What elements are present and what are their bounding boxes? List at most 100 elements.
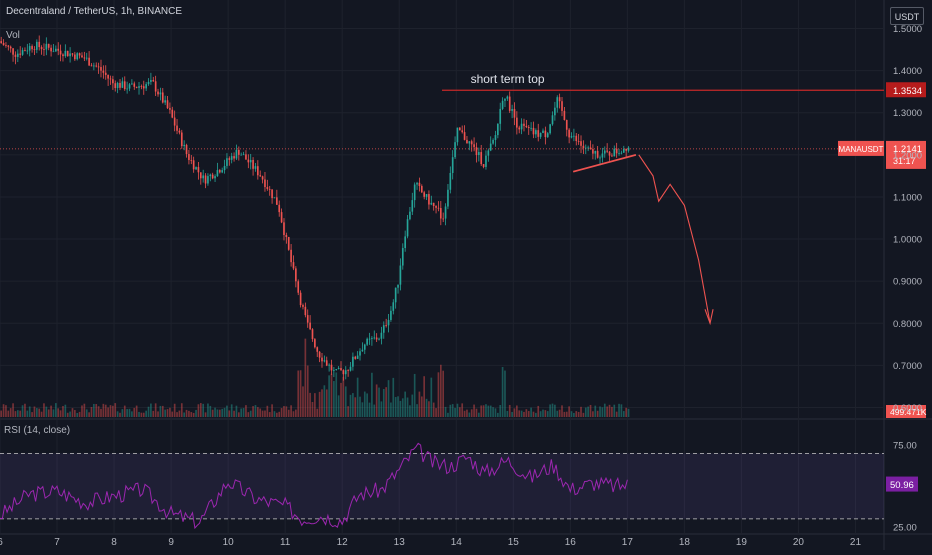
candle-body — [449, 172, 452, 190]
volume-bar — [584, 407, 587, 417]
volume-bar — [107, 407, 109, 417]
volume-bar — [501, 367, 504, 417]
volume-bar — [416, 404, 418, 417]
candle-body — [575, 135, 578, 141]
candle-body — [228, 158, 231, 160]
volume-bar — [287, 409, 290, 417]
candle-body — [601, 153, 604, 158]
candle-body — [297, 281, 300, 293]
volume-bar — [197, 404, 200, 417]
volume-bar — [154, 403, 157, 417]
volume-bar — [563, 411, 566, 417]
volume-bar — [439, 364, 442, 417]
date-tick-label: 7 — [54, 537, 60, 548]
volume-bar — [603, 403, 606, 417]
date-tick-label: 15 — [508, 537, 520, 548]
candle-body — [416, 182, 418, 185]
candle-body — [299, 292, 302, 306]
volume-bar — [532, 411, 535, 417]
volume-bar — [549, 404, 551, 417]
candle-body — [627, 147, 630, 151]
candle-body — [90, 65, 93, 67]
volume-bar — [497, 412, 499, 417]
volume-bar — [249, 410, 252, 417]
candle-body — [544, 130, 547, 138]
price-tick-label: 1.0000 — [893, 235, 922, 246]
candle-body — [473, 144, 475, 148]
volume-bar — [480, 405, 483, 417]
candle-body — [264, 179, 266, 188]
volume-bar — [97, 406, 100, 417]
candle-body — [344, 370, 347, 375]
candle-body — [606, 150, 608, 152]
volume-bar — [216, 409, 219, 417]
candle-body — [420, 186, 423, 193]
candle-body — [437, 207, 440, 209]
rsi-label: RSI (14, close) — [4, 425, 71, 436]
volume-bar — [47, 409, 50, 417]
candle-body — [285, 234, 288, 237]
volume-bar — [582, 412, 585, 417]
volume-bar — [159, 405, 162, 417]
volume-bar — [506, 410, 509, 417]
candle-body — [78, 53, 81, 56]
volume-bar — [226, 405, 228, 417]
candle-body — [230, 156, 233, 160]
candle-body — [340, 368, 342, 371]
volume-bar — [21, 405, 24, 417]
candle-body — [93, 65, 95, 67]
volume-bar — [57, 408, 60, 417]
volume-bar — [499, 404, 502, 417]
volume-bar — [392, 377, 395, 417]
volume-bar — [161, 405, 164, 417]
candle-body — [613, 148, 616, 157]
volume-bar — [102, 403, 105, 417]
volume-bar — [33, 406, 36, 417]
candle-body — [375, 337, 378, 340]
price-tick-label: 0.8000 — [893, 319, 922, 330]
volume-bar — [461, 403, 464, 417]
candle-body — [596, 150, 599, 158]
volume-bar — [257, 407, 259, 417]
candle-body — [499, 108, 502, 124]
volume-bar — [458, 407, 461, 417]
volume-bar — [485, 404, 487, 417]
current-price-countdown: 31:17 — [893, 156, 916, 166]
date-tick-label: 17 — [622, 537, 634, 548]
volume-bar — [252, 406, 254, 417]
volume-bar — [530, 407, 532, 417]
volume-bar — [218, 409, 221, 417]
volume-bar — [511, 411, 513, 417]
candle-body — [116, 82, 119, 89]
candle-body — [506, 96, 509, 99]
candle-body — [432, 202, 435, 207]
volume-bar — [261, 410, 264, 417]
candle-body — [542, 130, 544, 133]
volume-bar — [230, 404, 233, 417]
volume-bar — [580, 406, 582, 417]
volume-bar — [594, 405, 597, 417]
volume-bar — [335, 372, 338, 417]
candle-body — [359, 351, 361, 356]
volume-bar — [613, 404, 616, 417]
volume-bar — [366, 393, 368, 417]
candle-body — [216, 170, 219, 177]
volume-bar — [69, 411, 71, 417]
volume-bar — [74, 410, 76, 417]
currency-unit-button[interactable]: USDT — [890, 7, 924, 25]
volume-bar — [587, 406, 589, 417]
candle-body — [218, 170, 221, 173]
candle-body — [316, 347, 319, 352]
volume-bar — [259, 408, 262, 417]
trendline — [572, 153, 637, 173]
date-tick-label: 16 — [565, 537, 577, 548]
candle-body — [482, 164, 485, 167]
candle-body — [321, 357, 323, 362]
candle-body — [392, 302, 395, 311]
candle-body — [546, 133, 549, 138]
candle-body — [423, 192, 426, 197]
candle-body — [28, 46, 31, 51]
candle-body — [565, 119, 568, 130]
